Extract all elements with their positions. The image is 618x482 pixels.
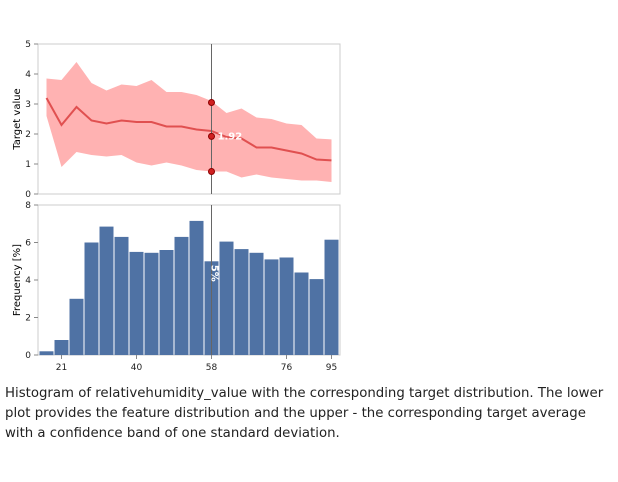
target-y-tick-label: 4 (25, 70, 31, 80)
hover-cursor[interactable]: 1.92 5% (208, 44, 243, 355)
x-tick-label: 40 (131, 363, 143, 373)
histogram-bar (99, 226, 114, 355)
target-y-tick-label: 5 (25, 40, 31, 50)
histogram-bar (279, 257, 294, 355)
histogram-bar (309, 279, 324, 355)
histogram-bars (39, 220, 339, 356)
histogram-bar (294, 272, 309, 355)
histogram-bar (249, 252, 264, 355)
x-tick-label: 95 (326, 363, 337, 373)
histogram-bar (234, 249, 249, 355)
histogram-bar (39, 351, 54, 356)
histogram-bar (264, 259, 279, 355)
x-axis: 21 40 58 76 95 (56, 355, 337, 373)
histogram-bar (324, 239, 339, 355)
frequency-y-tick-label: 6 (25, 239, 31, 249)
target-plot: 0 1 2 3 4 5 Target value (12, 40, 341, 200)
target-y-tick-label: 2 (25, 130, 31, 140)
target-mean-line (45, 97, 332, 162)
frequency-y-tick-label: 0 (25, 351, 31, 361)
target-y-tick-label: 3 (25, 100, 31, 110)
confidence-band (46, 62, 332, 182)
target-y-tick-label: 1 (25, 160, 31, 170)
cursor-mean-point (208, 132, 215, 140)
cursor-mean-label: 1.92 (218, 131, 243, 142)
frequency-y-tick-label: 4 (25, 276, 31, 286)
target-y-axis-label: Target value (12, 88, 23, 150)
histogram-bar (159, 250, 174, 355)
histogram-bar (114, 236, 129, 355)
x-tick-label: 21 (56, 363, 67, 373)
cursor-lower-point (208, 168, 215, 175)
histogram-bar (84, 242, 99, 355)
target-y-tick-label: 0 (25, 190, 31, 200)
histogram-bar (129, 251, 144, 355)
frequency-plot: 0 2 4 6 8 21 40 58 76 95 Frequency [%] (12, 201, 341, 373)
cursor-frequency-label: 5% (209, 265, 220, 282)
histogram-bar (174, 236, 189, 355)
frequency-y-tick-label: 2 (25, 314, 31, 324)
histogram-bar (69, 298, 84, 356)
x-tick-label: 58 (206, 363, 218, 373)
histogram-bar (189, 220, 204, 355)
x-tick-label: 76 (281, 363, 293, 373)
histogram-bar (144, 252, 159, 355)
frequency-y-axis: 0 2 4 6 8 (25, 201, 38, 361)
frequency-y-axis-label: Frequency [%] (12, 244, 23, 316)
target-y-axis: 0 1 2 3 4 5 (25, 40, 38, 200)
histogram-bar (219, 241, 234, 355)
histogram-bar (54, 340, 69, 355)
cursor-upper-point (208, 99, 215, 106)
chart-figure: 0 1 2 3 4 5 Target value 0 2 4 6 8 21 40 58 76 95 Fre… (12, 40, 341, 373)
chart-caption: Histogram of relativehumidity_value with… (5, 386, 604, 441)
frequency-y-tick-label: 8 (25, 201, 31, 211)
